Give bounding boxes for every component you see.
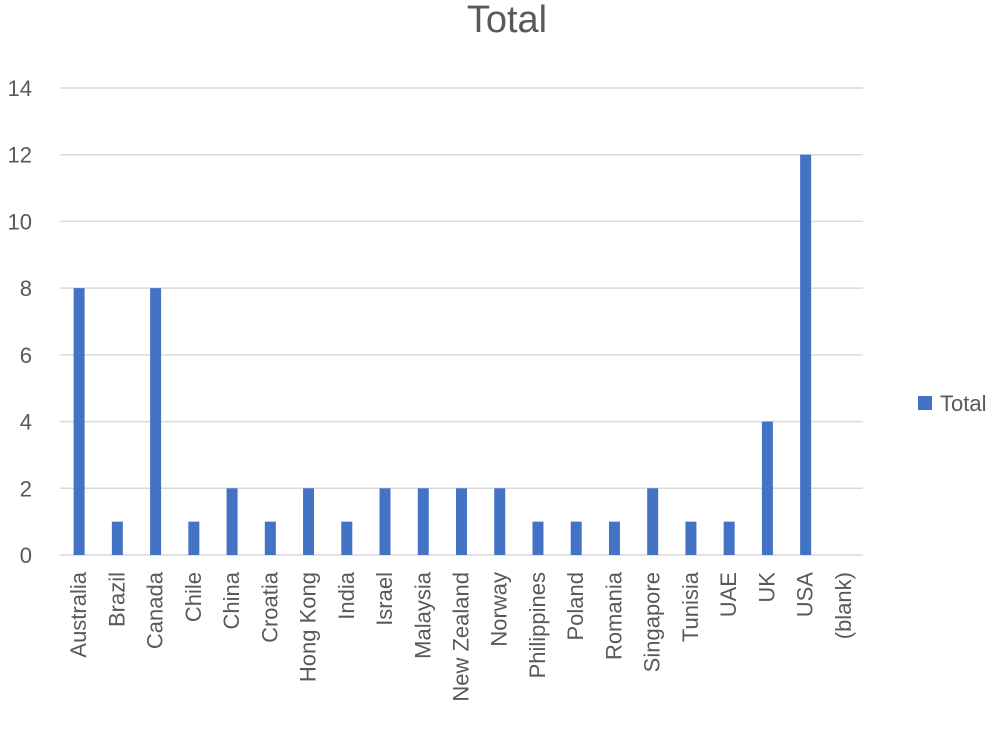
bar-canada bbox=[150, 288, 162, 555]
bar-poland bbox=[570, 521, 582, 555]
x-tick-label: Israel bbox=[372, 572, 397, 626]
y-tick-label: 2 bbox=[20, 476, 32, 501]
bar-croatia bbox=[264, 521, 276, 555]
bars bbox=[73, 154, 812, 555]
x-tick-label: Malaysia bbox=[410, 571, 435, 659]
bar-hong-kong bbox=[303, 488, 315, 555]
x-tick-label: Chile bbox=[181, 572, 206, 622]
legend-swatch bbox=[918, 396, 932, 410]
x-tick-label: Australia bbox=[66, 571, 91, 657]
bar-singapore bbox=[647, 488, 659, 555]
legend: Total bbox=[918, 391, 986, 416]
x-tick-label: Singapore bbox=[640, 572, 665, 672]
x-tick-label: Poland bbox=[563, 572, 588, 641]
x-tick-label: Tunisia bbox=[678, 571, 703, 642]
y-tick-label: 10 bbox=[8, 209, 32, 234]
y-tick-label: 12 bbox=[8, 143, 32, 168]
x-tick-label: Hong Kong bbox=[296, 572, 321, 682]
bar-romania bbox=[608, 521, 620, 555]
y-tick-label: 8 bbox=[20, 276, 32, 301]
x-tick-label: Romania bbox=[601, 571, 626, 660]
bar-tunisia bbox=[685, 521, 697, 555]
bar-uk bbox=[761, 421, 773, 555]
y-tick-label: 4 bbox=[20, 410, 32, 435]
bar-new-zealand bbox=[456, 488, 467, 555]
gridlines bbox=[60, 87, 863, 556]
bar-australia bbox=[73, 288, 85, 555]
x-axis-tick-labels: Australia Brazil Canada Chile China Croatia Ho… bbox=[66, 571, 856, 701]
x-tick-label: UAE bbox=[716, 572, 741, 617]
bar-chile bbox=[188, 521, 200, 555]
y-tick-label: 0 bbox=[20, 543, 32, 568]
bar-philippines bbox=[532, 521, 544, 555]
x-tick-label: Philippines bbox=[525, 572, 550, 678]
x-tick-label: India bbox=[334, 571, 359, 619]
bar-israel bbox=[379, 488, 391, 555]
y-tick-label: 6 bbox=[20, 343, 32, 368]
bar-india bbox=[341, 521, 353, 555]
x-tick-label: Croatia bbox=[257, 571, 282, 643]
x-tick-label: New Zealand bbox=[449, 572, 474, 702]
x-tick-label: Brazil bbox=[104, 572, 129, 627]
x-tick-label: Norway bbox=[487, 572, 512, 647]
legend-label: Total bbox=[940, 391, 986, 416]
bar-norway bbox=[494, 488, 506, 555]
x-tick-label: USA bbox=[793, 572, 818, 618]
x-tick-label: UK bbox=[754, 572, 779, 603]
y-tick-label: 14 bbox=[8, 76, 32, 101]
bar-brazil bbox=[111, 521, 123, 555]
x-tick-label: China bbox=[219, 571, 244, 629]
bar-malaysia bbox=[417, 488, 429, 555]
x-tick-label: (blank) bbox=[831, 572, 856, 639]
bar-uae bbox=[723, 521, 735, 555]
bar-china bbox=[226, 488, 238, 555]
y-axis-tick-labels: 0 2 4 6 8 10 12 14 bbox=[8, 76, 32, 568]
bar-usa bbox=[800, 154, 812, 555]
x-tick-label: Canada bbox=[143, 571, 168, 649]
chart-title: Total bbox=[467, 0, 547, 41]
